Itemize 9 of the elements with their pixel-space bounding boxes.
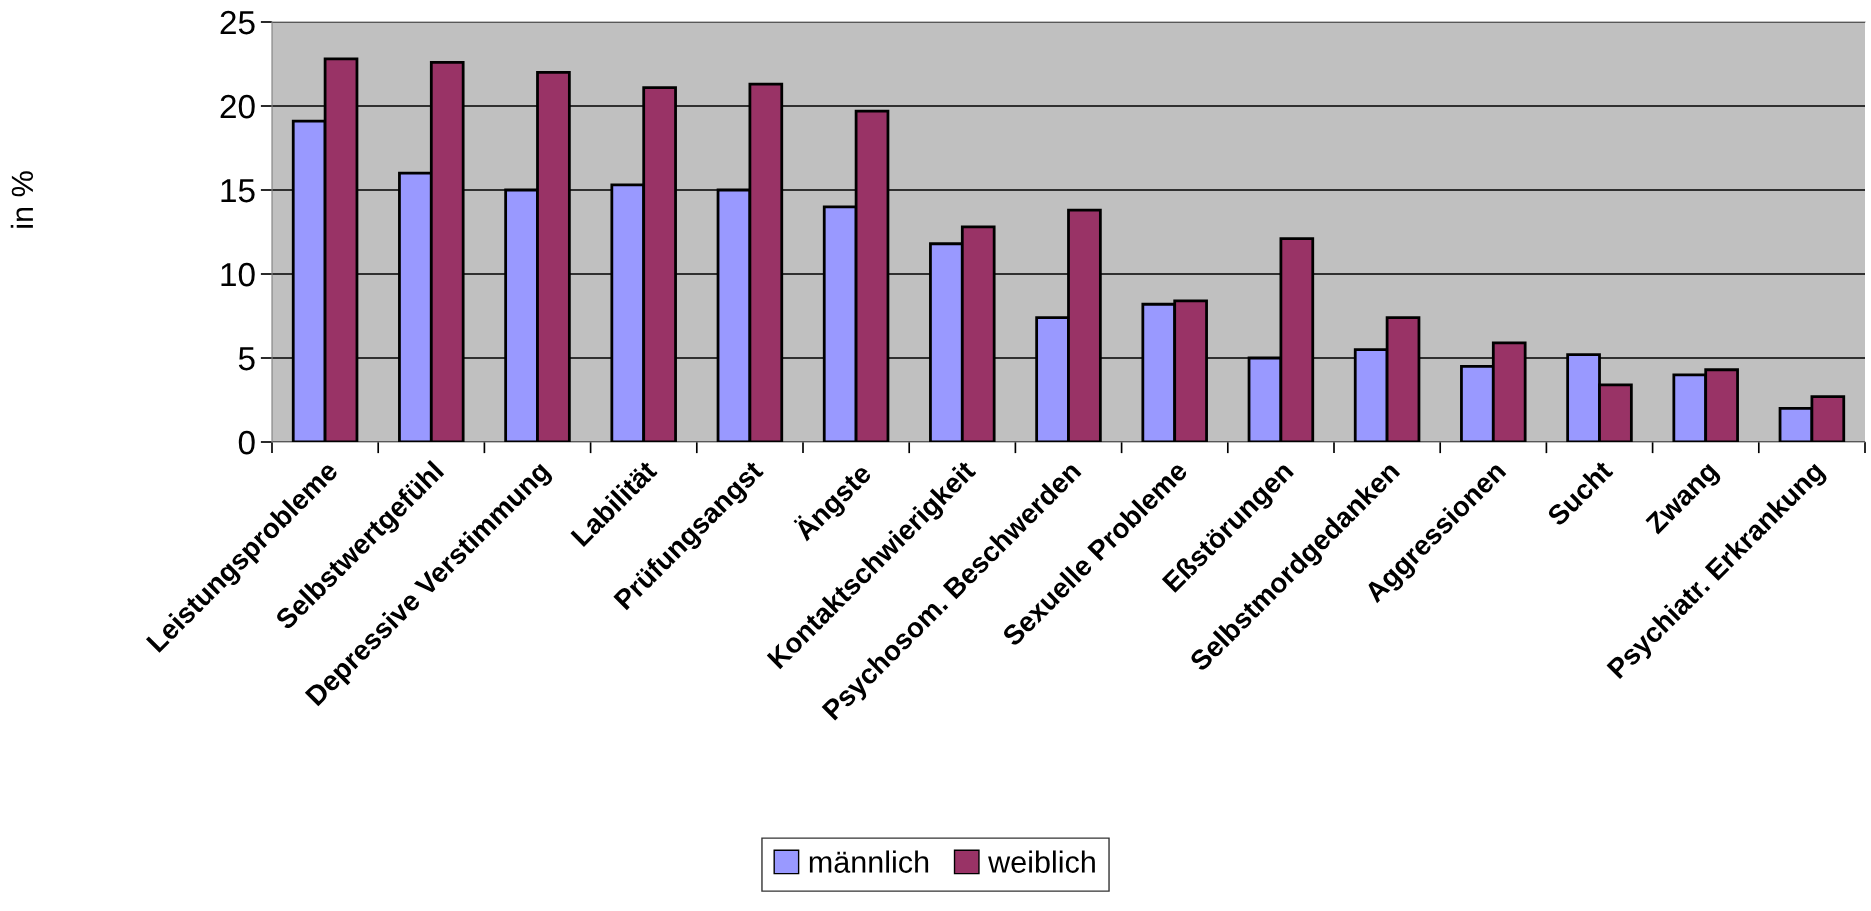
y-tick-label: 25 (220, 10, 255, 35)
y-tick-label: 0 (238, 430, 255, 455)
y-tick-label: 20 (220, 94, 255, 119)
y-tick-label: 10 (221, 262, 255, 287)
y-tick-label: 5 (238, 347, 255, 371)
legend-label: männlich (809, 850, 929, 873)
y-axis-title: in % (10, 171, 34, 228)
legend-label: weiblich (988, 850, 1095, 873)
y-tick-label: 15 (221, 179, 255, 203)
